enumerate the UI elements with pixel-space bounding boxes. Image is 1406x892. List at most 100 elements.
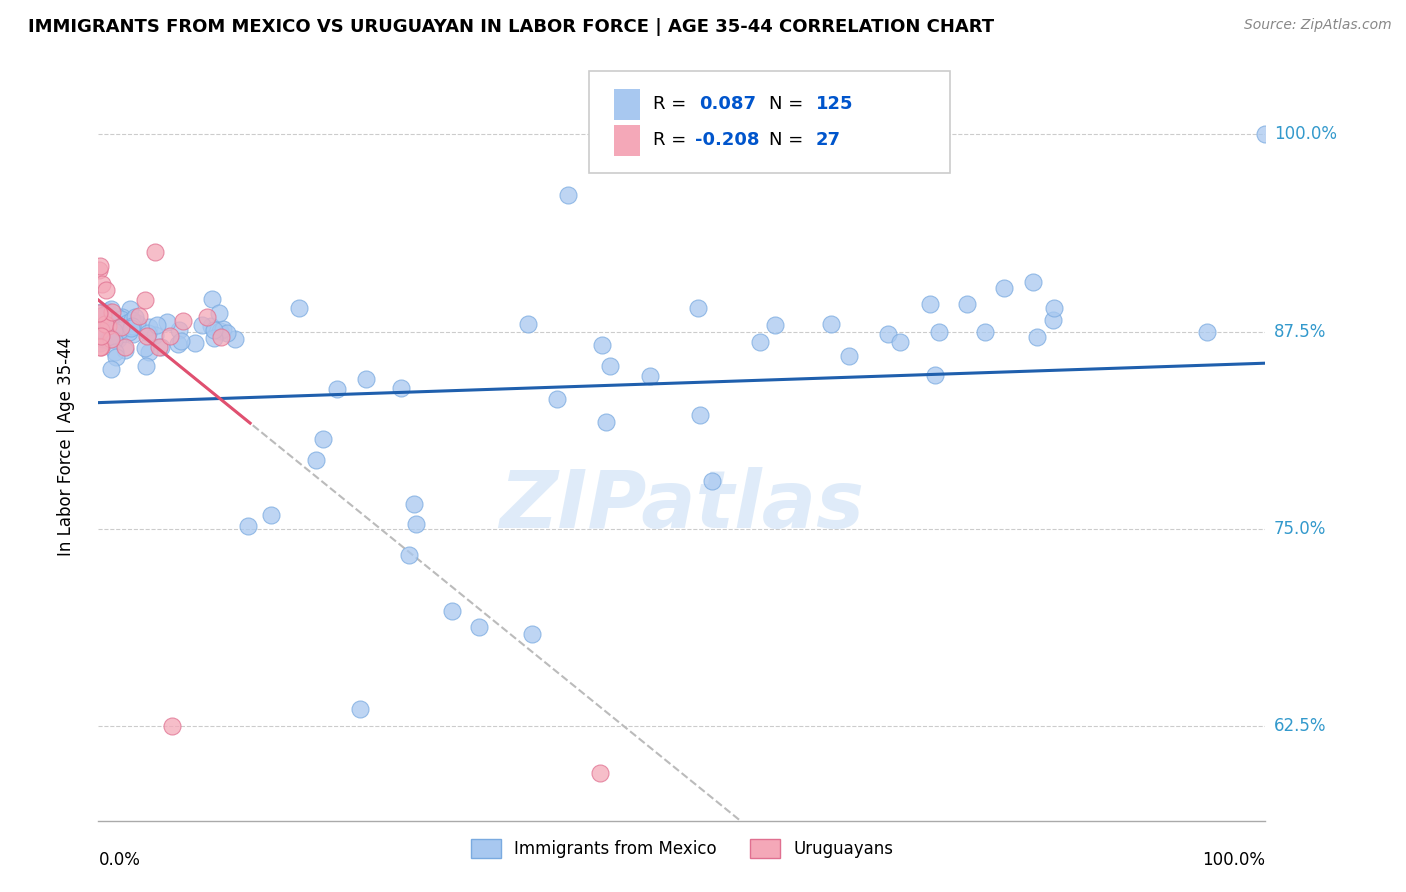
Text: ZIPatlas: ZIPatlas [499,467,865,545]
Point [191,318,214,332]
Point [138,320,160,334]
Text: 62.5%: 62.5% [1274,717,1326,735]
Point [557,187,579,202]
Point [974,325,997,339]
Point [89,335,111,350]
Point [93,332,115,346]
Text: IMMIGRANTS FROM MEXICO VS URUGUAYAN IN LABOR FORCE | AGE 35-44 CORRELATION CHART: IMMIGRANTS FROM MEXICO VS URUGUAYAN IN L… [28,18,994,36]
Point [89,263,111,277]
Text: 27: 27 [815,131,841,149]
Point [120,302,142,317]
Point [288,301,311,315]
Point [838,349,860,363]
Point [591,338,613,352]
Point [260,508,283,522]
Point [589,766,612,780]
Point [145,318,167,332]
Point [97,306,120,320]
Point [110,320,132,334]
Point [117,318,139,332]
Point [96,318,118,332]
Text: R =: R = [652,131,692,149]
Point [876,326,898,341]
Point [201,292,224,306]
Point [1022,275,1045,289]
Point [209,330,232,344]
Point [103,317,125,331]
Point [440,605,463,619]
Point [105,310,128,324]
Point [167,323,190,337]
Point [1025,330,1047,344]
Point [820,317,842,331]
Point [599,359,621,373]
Point [104,345,127,359]
Point [98,319,121,334]
Point [89,322,111,336]
Text: 75.0%: 75.0% [1274,520,1326,538]
Point [224,332,246,346]
Point [195,310,218,324]
Text: 0.087: 0.087 [699,95,756,112]
Point [200,319,222,334]
Point [101,314,124,328]
Point [700,474,723,488]
Point [89,305,111,319]
Point [111,310,134,324]
Point [96,319,118,334]
Point [101,321,124,335]
Point [955,297,977,311]
Point [159,328,181,343]
Point [114,343,136,357]
Point [98,331,121,345]
FancyBboxPatch shape [614,125,640,156]
Point [90,323,112,337]
Text: N =: N = [769,95,810,112]
Point [93,313,115,327]
Point [389,381,412,395]
Point [90,340,112,354]
Point [312,432,335,446]
Point [516,317,538,331]
Point [160,719,183,733]
Text: 87.5%: 87.5% [1274,323,1326,341]
Point [148,340,170,354]
Point [405,516,427,531]
Point [97,304,120,318]
Point [993,281,1015,295]
Text: 100.0%: 100.0% [1274,126,1337,144]
FancyBboxPatch shape [614,88,640,120]
Point [90,305,112,319]
FancyBboxPatch shape [589,71,950,172]
Point [90,328,112,343]
Point [114,319,136,334]
Point [169,334,191,349]
Point [172,314,194,328]
Point [202,323,225,337]
Point [135,329,157,343]
Point [211,322,233,336]
Point [928,325,950,339]
Point [101,321,124,335]
Point [134,341,156,355]
Point [110,312,132,326]
Point [763,318,786,332]
Point [305,453,328,467]
Point [749,334,772,349]
Point [823,128,845,142]
Point [121,327,143,342]
Text: 100.0%: 100.0% [1202,851,1265,869]
Point [209,324,232,338]
Point [98,313,121,327]
Point [100,361,122,376]
Point [91,309,114,323]
Point [924,368,946,382]
Point [103,333,125,347]
Point [138,345,160,359]
Point [104,350,127,364]
Point [97,333,120,347]
Point [121,319,143,334]
Point [104,318,127,333]
Point [97,326,120,341]
Point [1195,325,1218,339]
